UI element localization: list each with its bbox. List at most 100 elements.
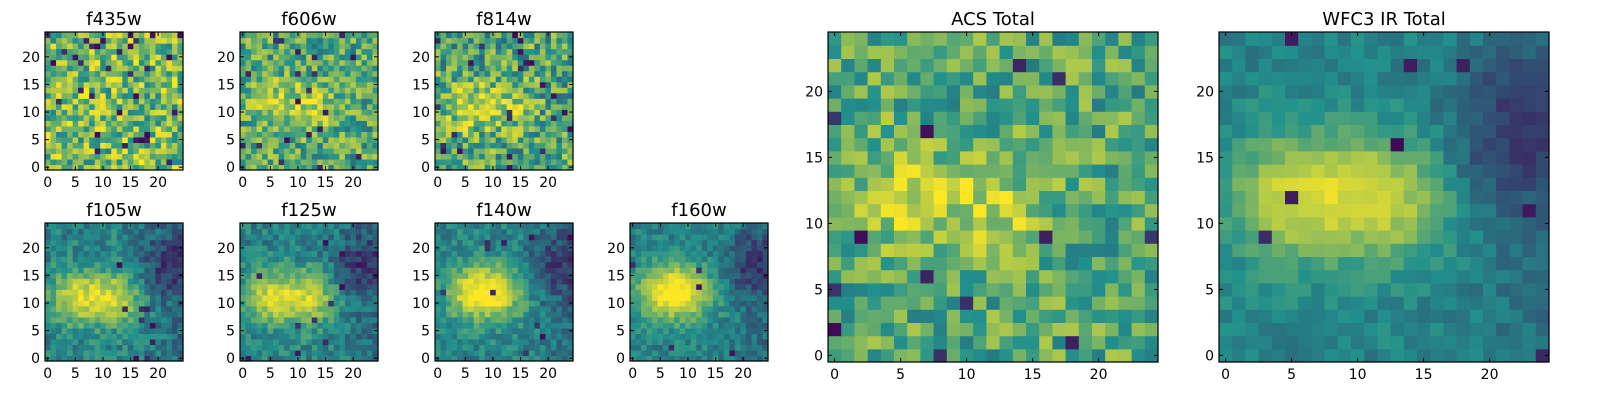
heatmap-cell (484, 153, 491, 160)
heatmap-cell (256, 65, 263, 72)
heatmap-cell (61, 48, 68, 55)
heatmap-cell (56, 131, 63, 138)
heatmap-cell (284, 294, 291, 301)
heatmap-cell (344, 223, 351, 230)
heatmap-cell (696, 344, 703, 351)
heatmap-cell (138, 120, 145, 127)
heatmap-cell (490, 283, 497, 290)
heatmap-cell (339, 103, 346, 110)
heatmap-cell (696, 223, 703, 230)
heatmap-cell (756, 300, 764, 307)
heatmap-cell (155, 300, 162, 307)
heatmap-cell (56, 250, 63, 257)
heatmap-cell (122, 158, 129, 166)
heatmap-cell (339, 261, 346, 268)
heatmap-cell (528, 272, 535, 279)
heatmap-cell (440, 305, 447, 312)
heatmap-cell (149, 125, 156, 132)
heatmap-cell (440, 228, 447, 235)
heatmap-cell (50, 65, 57, 72)
heatmap-cell (355, 256, 363, 263)
heatmap-cell (517, 311, 524, 318)
heatmap-cell (668, 256, 675, 263)
heatmap-cell (350, 333, 357, 340)
heatmap-cell (300, 289, 307, 296)
heatmap-cell (1065, 190, 1080, 205)
heatmap-cell (440, 59, 447, 66)
heatmap-cell (567, 333, 574, 340)
heatmap-cell (306, 153, 313, 160)
heatmap-cell (284, 131, 291, 138)
heatmap-cell (251, 338, 258, 346)
heatmap-cell (78, 153, 85, 160)
heatmap-cell (473, 333, 480, 340)
heatmap-cell (67, 294, 74, 301)
heatmap-cell (556, 322, 563, 329)
heatmap-cell (56, 294, 63, 301)
heatmap-cell (295, 245, 302, 252)
heatmap-cell (289, 76, 296, 83)
heatmap-cell (67, 158, 74, 166)
heatmap-cell (67, 333, 74, 340)
heatmap-cell (171, 136, 179, 143)
heatmap-cell (495, 65, 502, 72)
heatmap-cell (50, 37, 57, 44)
heatmap-cell (718, 234, 725, 241)
heatmap-cell (495, 136, 502, 143)
heatmap-cell (462, 234, 469, 241)
heatmap-cell (317, 120, 324, 127)
x-tick-label: 15 (317, 366, 335, 382)
heatmap-cell (550, 158, 558, 166)
heatmap-cell (355, 289, 363, 296)
heatmap-cell (317, 272, 324, 279)
heatmap-cell (289, 32, 296, 39)
heatmap-cell (501, 37, 508, 44)
heatmap-cell (501, 289, 508, 296)
heatmap-cell (160, 120, 168, 127)
heatmap-cell (251, 333, 258, 340)
heatmap-cell (523, 147, 530, 155)
heatmap-cell (89, 223, 96, 230)
heatmap-cell (506, 54, 513, 61)
heatmap-cell (89, 43, 96, 50)
heatmap-cell (652, 355, 659, 362)
heatmap-cell (311, 272, 318, 279)
heatmap-cell (138, 32, 145, 39)
heatmap-cell (251, 261, 258, 268)
heatmap-cell (56, 338, 63, 346)
heatmap-cell (171, 70, 179, 77)
heatmap-cell (729, 316, 736, 323)
heatmap-cell (534, 349, 541, 357)
heatmap-cell (440, 316, 447, 323)
heatmap-cell (355, 223, 363, 230)
heatmap-cell (440, 245, 447, 252)
heatmap-cell (300, 158, 307, 166)
heatmap-cell (339, 228, 346, 235)
heatmap-cell (490, 322, 497, 329)
heatmap-cell (78, 294, 85, 301)
heatmap-cell (339, 333, 346, 340)
heatmap-cell (83, 272, 90, 279)
heatmap-cell (89, 316, 96, 323)
heatmap-cell (723, 344, 730, 351)
heatmap-cell (144, 142, 151, 149)
heatmap-cell (718, 322, 725, 329)
heatmap-cell (1012, 150, 1027, 165)
heatmap-cell (652, 344, 659, 351)
heatmap-cell (366, 278, 374, 285)
heatmap-cell (960, 256, 974, 271)
heatmap-cell (166, 305, 173, 312)
heatmap-cell (355, 228, 363, 235)
heatmap-cell (490, 267, 497, 274)
heatmap-cell (556, 283, 563, 290)
heatmap-cell (155, 245, 162, 252)
heatmap-cell (729, 327, 736, 334)
heatmap-cell (328, 164, 335, 171)
heatmap-cell (707, 239, 714, 246)
heatmap-cell (907, 348, 921, 363)
heatmap-cell (556, 164, 563, 171)
heatmap-cell (256, 136, 263, 143)
heatmap-cell (745, 245, 753, 252)
heatmap-cell (166, 147, 173, 155)
heatmap-cell (344, 272, 351, 279)
